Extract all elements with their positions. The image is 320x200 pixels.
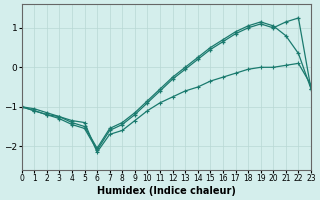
X-axis label: Humidex (Indice chaleur): Humidex (Indice chaleur)	[97, 186, 236, 196]
